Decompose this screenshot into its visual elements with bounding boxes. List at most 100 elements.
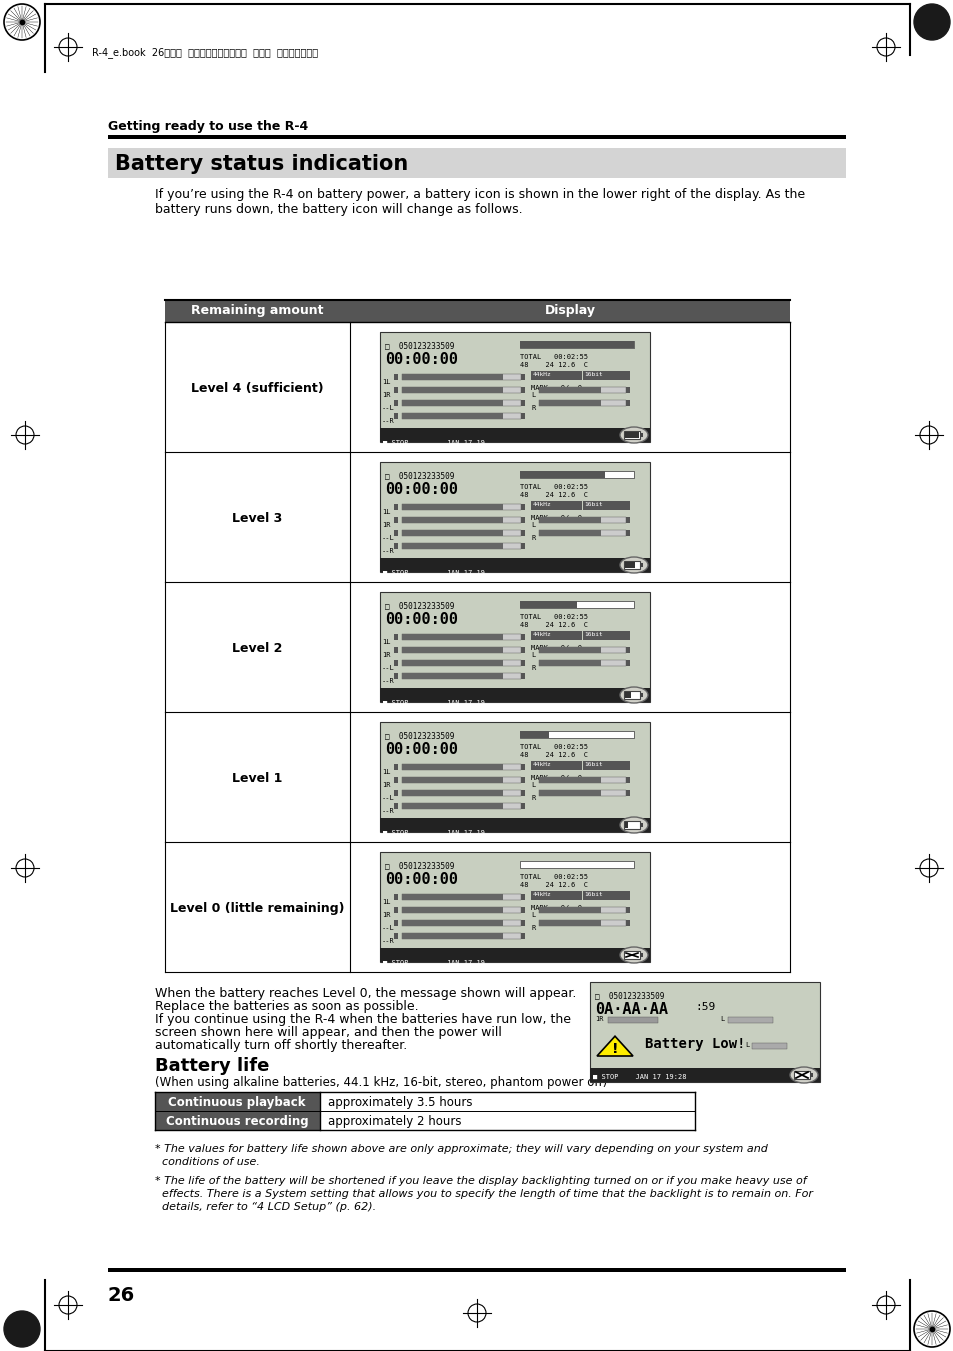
Bar [379,332,649,442]
Bar [520,673,524,680]
Bar [520,894,524,900]
Bar [154,1111,319,1129]
Bar [394,673,397,680]
Bar [520,634,524,640]
Text: If you’re using the R-4 on battery power, a battery icon is shown in the lower r: If you’re using the R-4 on battery power… [154,188,804,201]
Bar [626,530,630,536]
Ellipse shape [619,688,647,703]
Ellipse shape [619,817,647,834]
Text: Continuous recording: Continuous recording [166,1115,308,1128]
Bar [519,340,633,349]
Text: screen shown here will appear, and then the power will: screen shown here will appear, and then … [154,1025,501,1039]
Bar [401,530,502,536]
Bar [401,920,502,925]
Bar [538,400,626,407]
Bar [520,647,524,653]
Bar [520,934,524,939]
Bar [379,462,649,571]
Text: TOTAL   00:02:55: TOTAL 00:02:55 [519,874,588,880]
Text: L: L [744,1042,748,1048]
Text: 44kHz: 44kHz [532,372,551,377]
Bar [379,688,649,703]
Text: Battery status indication: Battery status indication [115,154,408,174]
Bar [401,517,502,523]
Text: --L: --L [381,925,395,931]
Text: 44kHz: 44kHz [532,632,551,638]
Bar [519,471,633,478]
Bar [519,601,633,608]
Bar [394,543,397,549]
Text: ■ STOP         JAN 17 19: ■ STOP JAN 17 19 [382,830,484,836]
Text: 48    24 12.6  C: 48 24 12.6 C [519,621,588,628]
Bar [379,852,649,962]
Bar [520,413,524,419]
Bar [520,504,524,509]
Bar [589,982,820,1082]
Bar [626,907,630,913]
Text: --R: --R [381,938,395,944]
Bar [401,504,520,509]
Bar [538,530,626,536]
Text: 1L: 1L [381,898,390,905]
Text: ■ STOP         JAN 17 19: ■ STOP JAN 17 19 [382,961,484,966]
Bar [401,543,520,549]
Ellipse shape [619,427,647,443]
Bar [108,135,845,139]
Text: Continuous playback: Continuous playback [168,1096,305,1109]
Text: TOTAL   00:02:55: TOTAL 00:02:55 [519,744,588,750]
Bar [538,647,600,653]
Bar [379,428,649,442]
Bar [350,300,789,322]
Bar [401,634,520,640]
Bar [394,802,397,809]
Bar [394,647,397,653]
Bar [401,777,520,784]
Bar [793,1071,809,1079]
Bar [520,386,524,393]
Bar [639,434,642,436]
Bar [626,517,630,523]
Text: 00:00:00: 00:00:00 [385,612,457,627]
Text: R: R [531,925,535,931]
Text: 00:00:00: 00:00:00 [385,353,457,367]
Text: Level 2: Level 2 [232,642,282,655]
Text: L: L [531,521,535,528]
Bar [809,1073,812,1077]
Bar [583,372,629,380]
Text: L: L [531,782,535,788]
Bar [379,332,649,442]
Text: L: L [531,912,535,917]
Text: Battery Low!: Battery Low! [644,1038,744,1051]
Text: □  050123233509: □ 050123233509 [385,471,454,480]
Bar [401,802,520,809]
Text: R: R [531,665,535,671]
Bar [401,673,520,680]
Bar [394,661,397,666]
Bar [538,661,626,666]
Text: R: R [531,535,535,540]
Text: MARK   0/  0: MARK 0/ 0 [531,385,581,390]
Bar [379,592,649,703]
Text: Display: Display [544,304,595,317]
Bar [394,777,397,784]
Text: :59: :59 [695,1002,715,1012]
Text: 1L: 1L [381,380,390,385]
Circle shape [913,1310,949,1347]
Bar [401,530,520,536]
Bar [394,517,397,523]
Text: effects. There is a System setting that allows you to specify the length of time: effects. There is a System setting that … [154,1189,812,1198]
Bar [401,386,520,393]
Text: --L: --L [381,405,395,411]
Text: R: R [531,405,535,411]
Bar [394,920,397,925]
Bar [401,777,502,784]
Text: 48    24 12.6  C: 48 24 12.6 C [519,492,588,499]
Text: MARK   0/  0: MARK 0/ 0 [531,775,581,781]
Text: (When using alkaline batteries, 44.1 kHz, 16-bit, stereo, phantom power off): (When using alkaline batteries, 44.1 kHz… [154,1075,607,1089]
Bar [401,802,502,809]
Text: * The values for battery life shown above are only approximate; they will vary d: * The values for battery life shown abov… [154,1144,767,1154]
Bar [401,400,520,407]
Bar [379,852,649,962]
Circle shape [4,4,40,41]
Text: MARK   0/  0: MARK 0/ 0 [531,644,581,651]
